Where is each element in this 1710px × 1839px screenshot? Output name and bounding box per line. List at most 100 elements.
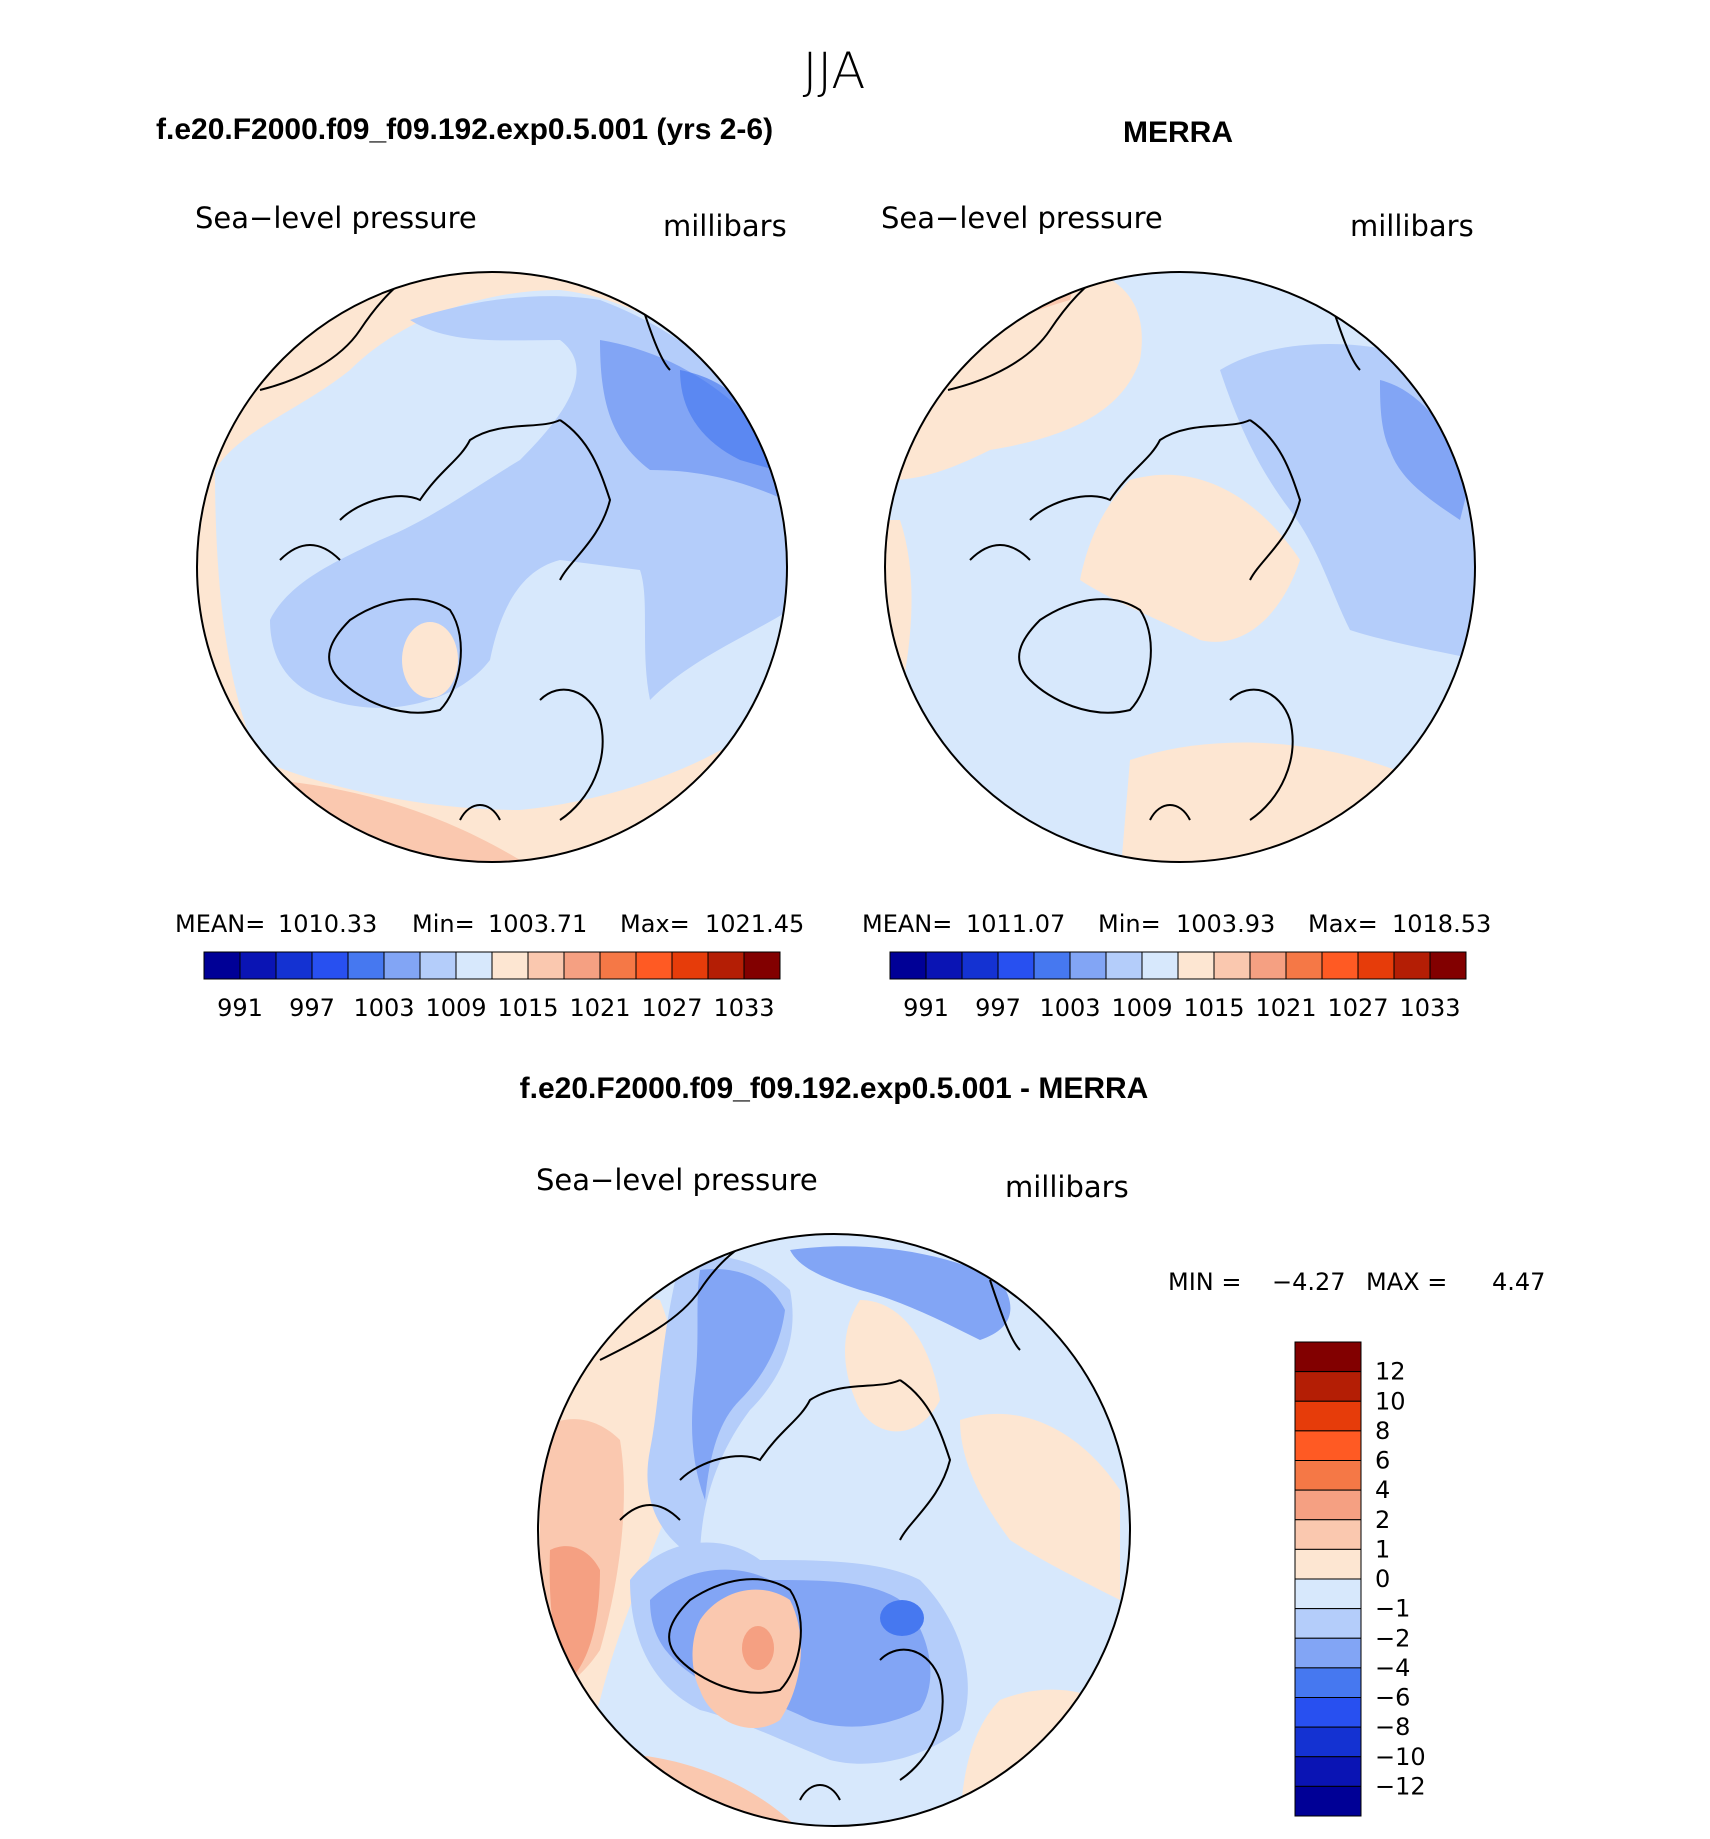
- colorbar-tick-label: 10: [1375, 1387, 1406, 1415]
- panel-merra-map-border: [884, 271, 1476, 863]
- colorbar-tick-label: 1027: [641, 994, 702, 1022]
- panel-diff-map: [538, 1234, 1130, 1826]
- colorbar-swatch: [889, 951, 927, 980]
- panel-model-map: [197, 272, 787, 862]
- colorbar-tick-label: −12: [1375, 1772, 1426, 1800]
- panel-model-min: 1003.71: [488, 910, 587, 938]
- panel-model-mean: 1010.33: [278, 910, 377, 938]
- panel-merra-max: 1018.53: [1392, 910, 1491, 938]
- panel-model-title: f.e20.F2000.f09_f09.192.exp0.5.001 (yrs …: [156, 113, 773, 146]
- colorbar-swatch: [383, 951, 421, 980]
- panel-model-max-label: Max=: [620, 910, 690, 938]
- colorbar-tick-label: 1033: [1399, 994, 1460, 1022]
- colorbar-swatch: [671, 951, 709, 980]
- colorbar-swatch: [1294, 1430, 1362, 1461]
- panel-model-max: 1021.45: [705, 910, 804, 938]
- colorbar-tick-label: 2: [1375, 1506, 1390, 1534]
- panel-diff-min: −4.27: [1272, 1268, 1346, 1296]
- colorbar-swatch: [1069, 951, 1107, 980]
- colorbar-tick-label: 1015: [1183, 994, 1244, 1022]
- panel-model-mean-label: MEAN=: [175, 910, 265, 938]
- panel-model-colorbar: 991 997 1003 1009 1015 1021 1027 1033: [203, 951, 781, 1022]
- colorbar-swatch: [1177, 951, 1215, 980]
- colorbar-swatch: [1033, 951, 1071, 980]
- panel-diff-units: millibars: [1005, 1170, 1129, 1204]
- colorbar-swatch: [1294, 1371, 1362, 1402]
- panel-diff-map-border: [537, 1233, 1131, 1827]
- panel-merra-max-label: Max=: [1308, 910, 1378, 938]
- panel-model-map-border: [196, 271, 788, 863]
- colorbar-tick-label: 12: [1375, 1358, 1406, 1386]
- colorbar-swatch: [707, 951, 745, 980]
- colorbar-swatch: [203, 951, 241, 980]
- panel-merra-min: 1003.93: [1176, 910, 1275, 938]
- colorbar-swatch: [1294, 1489, 1362, 1521]
- colorbar-tick-label: −10: [1375, 1743, 1426, 1771]
- colorbar-swatch: [1294, 1697, 1362, 1728]
- colorbar-swatch: [1213, 951, 1251, 980]
- panel-diff-max-label: MAX =: [1366, 1268, 1447, 1296]
- colorbar-swatch: [1321, 951, 1359, 980]
- colorbar-swatch: [455, 951, 493, 980]
- colorbar-tick-label: −1: [1375, 1595, 1410, 1623]
- colorbar-swatch: [925, 951, 963, 980]
- panel-merra-units: millibars: [1350, 209, 1474, 243]
- colorbar-swatch: [1294, 1548, 1362, 1580]
- colorbar-tick-label: 1015: [497, 994, 558, 1022]
- colorbar-swatch: [1294, 1608, 1362, 1639]
- colorbar-swatch: [275, 951, 313, 980]
- colorbar-swatch: [599, 951, 637, 980]
- panel-merra-min-label: Min=: [1098, 910, 1161, 938]
- colorbar-swatch: [1294, 1400, 1362, 1432]
- colorbar-swatch: [563, 951, 601, 980]
- colorbar-tick-label: 997: [975, 994, 1021, 1022]
- panel-diff-min-label: MIN =: [1168, 1268, 1241, 1296]
- colorbar-tick-label: −2: [1375, 1624, 1410, 1652]
- colorbar-swatch: [1249, 951, 1287, 980]
- panel-diff-low-center: [880, 1600, 924, 1636]
- panel-merra-title: MERRA: [1123, 116, 1233, 149]
- colorbar-swatch: [1141, 951, 1179, 980]
- panel-merra-mean: 1011.07: [966, 910, 1065, 938]
- colorbar-swatch: [1294, 1341, 1362, 1373]
- colorbar-tick-label: 1003: [1039, 994, 1100, 1022]
- panel-diff-max: 4.47: [1492, 1268, 1545, 1296]
- colorbar-swatch: [997, 951, 1035, 980]
- colorbar-swatch: [347, 951, 385, 980]
- panel-merra: MERRA Sea−level pressure millibars: [862, 116, 1491, 1022]
- colorbar-swatch: [1294, 1667, 1362, 1698]
- colorbar-swatch: [1294, 1637, 1362, 1669]
- panel-diff-left-label: Sea−level pressure: [536, 1163, 818, 1197]
- colorbar-tick-label: 1021: [1255, 994, 1316, 1022]
- panel-model-units: millibars: [663, 209, 787, 243]
- colorbar-tick-label: −4: [1375, 1654, 1410, 1682]
- colorbar-swatch: [961, 951, 999, 980]
- panel-merra-left-label: Sea−level pressure: [881, 201, 1163, 235]
- colorbar-tick-label: 1027: [1327, 994, 1388, 1022]
- colorbar-tick-label: 991: [217, 994, 263, 1022]
- colorbar-swatch: [491, 951, 529, 980]
- colorbar-tick-label: 0: [1375, 1565, 1390, 1593]
- panel-model-min-label: Min=: [412, 910, 475, 938]
- colorbar-swatch: [239, 951, 277, 980]
- colorbar-swatch: [1294, 1519, 1362, 1550]
- colorbar-swatch: [1429, 951, 1467, 980]
- colorbar-swatch: [1294, 1460, 1362, 1491]
- panel-diff: f.e20.F2000.f09_f09.192.exp0.5.001 - MER…: [520, 1072, 1545, 1827]
- colorbar-tick-label: −8: [1375, 1713, 1410, 1741]
- panel-model: f.e20.F2000.f09_f09.192.exp0.5.001 (yrs …: [156, 113, 804, 1022]
- colorbar-swatch: [635, 951, 673, 980]
- colorbar-swatch: [1294, 1756, 1362, 1787]
- colorbar-swatch: [527, 951, 565, 980]
- panel-diff-title: f.e20.F2000.f09_f09.192.exp0.5.001 - MER…: [520, 1072, 1149, 1105]
- panel-model-left-label: Sea−level pressure: [195, 201, 477, 235]
- page-title: JJA: [803, 42, 866, 100]
- colorbar-tick-label: 991: [903, 994, 949, 1022]
- colorbar-swatch: [1285, 951, 1323, 980]
- colorbar-swatch: [419, 951, 457, 980]
- colorbar-swatch: [1393, 951, 1431, 980]
- colorbar-swatch: [743, 951, 781, 980]
- colorbar-swatch: [1294, 1726, 1362, 1758]
- colorbar-tick-label: 1: [1375, 1535, 1390, 1563]
